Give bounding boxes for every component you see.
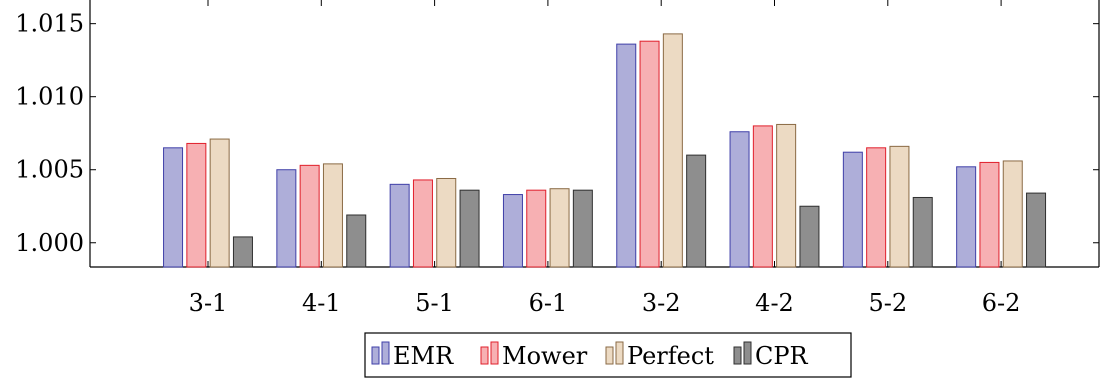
- bar-emr-6-1: [502, 194, 523, 268]
- bar-mower-6-2: [979, 161, 1000, 268]
- legend-swatch-perfect-a: [605, 346, 614, 365]
- y-tick-label: 1.010: [15, 83, 84, 111]
- bar-perfect-3-2: [662, 33, 683, 268]
- legend-swatch-cpr-b: [743, 341, 752, 365]
- bar-emr-5-2: [842, 151, 863, 268]
- bar-cpr-5-2: [912, 196, 933, 268]
- y-tick-label: 1.000: [15, 229, 84, 257]
- x-tick-label-5-1: 5-1: [415, 289, 454, 317]
- bar-mower-3-1: [186, 142, 207, 268]
- bar-perfect-4-2: [776, 123, 797, 268]
- bar-mower-4-1: [299, 164, 320, 268]
- y-tick-label: 1.015: [15, 10, 84, 38]
- bar-cpr-4-2: [799, 205, 820, 268]
- bar-emr-4-2: [729, 131, 750, 268]
- x-tick-label-3-1: 3-1: [189, 289, 228, 317]
- legend-label-perfect: Perfect: [627, 342, 714, 370]
- x-tick-label-6-1: 6-1: [529, 289, 568, 317]
- y-tick-label: 1.005: [15, 156, 84, 184]
- legend-label-cpr: CPR: [755, 342, 809, 370]
- bar-cpr-6-1: [572, 189, 593, 268]
- y-axis: 1.000 1.005 1.010 1.015: [15, 10, 1099, 257]
- x-axis: 3-1 4-1 5-1 6-1 3-2 4-2 5-2 6-2: [189, 0, 1021, 317]
- legend-swatch-mower-a: [480, 346, 489, 365]
- legend-swatch-emr-a: [371, 346, 380, 365]
- bar-cpr-5-1: [459, 189, 480, 268]
- bar-mower-6-1: [526, 189, 547, 268]
- bar-perfect-5-1: [436, 177, 457, 268]
- x-tick-label-5-2: 5-2: [868, 289, 907, 317]
- x-tick-label-6-2: 6-2: [982, 289, 1021, 317]
- bar-cpr-3-2: [686, 154, 707, 268]
- bar-perfect-3-1: [209, 138, 230, 268]
- bar-mower-5-2: [866, 147, 887, 268]
- bars-group: [163, 33, 1047, 268]
- bar-emr-5-1: [389, 183, 410, 268]
- bar-emr-3-2: [616, 43, 637, 268]
- bar-emr-6-2: [956, 166, 977, 268]
- legend-swatch-emr-b: [381, 341, 390, 365]
- bar-mower-3-2: [639, 40, 660, 268]
- bar-cpr-4-1: [346, 214, 367, 268]
- bar-perfect-6-1: [549, 188, 570, 268]
- bar-perfect-6-2: [1002, 160, 1023, 268]
- legend-swatch-cpr-a: [733, 346, 742, 365]
- bar-mower-5-1: [412, 179, 433, 268]
- bar-emr-4-1: [276, 169, 297, 268]
- x-tick-label-4-2: 4-2: [755, 289, 794, 317]
- bar-cpr-6-2: [1026, 192, 1047, 268]
- legend-swatch-mower-b: [490, 341, 499, 365]
- bar-emr-3-1: [163, 147, 184, 268]
- bar-cpr-3-1: [232, 236, 253, 268]
- x-tick-label-4-1: 4-1: [302, 289, 341, 317]
- legend: EMR Mower Perfect CPR: [364, 332, 852, 378]
- plot-area: [89, 0, 1100, 268]
- bar-mower-4-2: [752, 125, 773, 268]
- legend-swatch-perfect-b: [615, 341, 624, 365]
- legend-label-mower: Mower: [502, 342, 588, 370]
- legend-label-emr: EMR: [393, 342, 454, 370]
- bar-perfect-5-2: [889, 145, 910, 268]
- bar-perfect-4-1: [322, 163, 343, 268]
- x-tick-label-3-2: 3-2: [642, 289, 681, 317]
